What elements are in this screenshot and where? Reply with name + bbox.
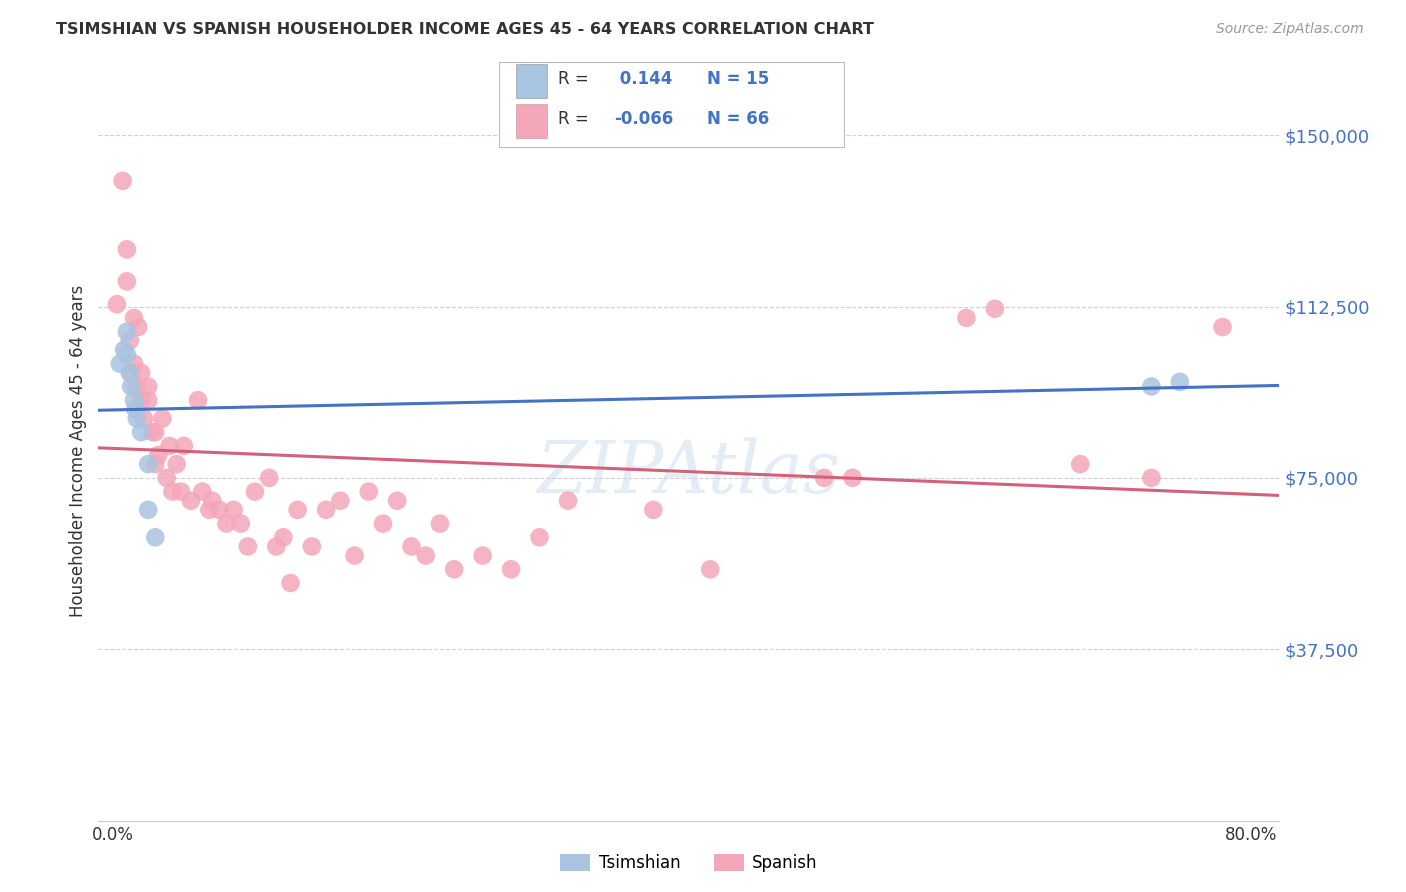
Point [180,493,202,508]
Point [208,503,231,517]
Point [112,343,135,357]
Text: 0.144: 0.144 [614,70,673,88]
Point [111,174,134,188]
Point [557,493,579,508]
Point [343,549,366,563]
Point [1212,320,1234,334]
Point [301,540,323,554]
Point [1069,457,1091,471]
Point [699,562,721,576]
Y-axis label: Householder Income Ages 45 - 64 years: Householder Income Ages 45 - 64 years [69,285,87,616]
Point [198,503,221,517]
Point [499,562,522,576]
Point [387,493,409,508]
Point [187,393,209,408]
Point [125,379,148,393]
Text: R =: R = [558,70,589,88]
Point [257,471,280,485]
Point [115,243,138,257]
Point [841,471,863,485]
Point [136,503,159,517]
Point [120,366,142,380]
Point [129,366,152,380]
Point [115,274,138,288]
Point [201,493,224,508]
Point [401,540,423,554]
Point [329,493,352,508]
Legend: Tsimshian, Spanish: Tsimshian, Spanish [554,847,824,879]
Text: TSIMSHIAN VS SPANISH HOUSEHOLDER INCOME AGES 45 - 64 YEARS CORRELATION CHART: TSIMSHIAN VS SPANISH HOUSEHOLDER INCOME … [56,22,875,37]
Point [1168,375,1191,389]
Point [984,301,1007,316]
Point [236,540,259,554]
Point [148,448,170,462]
Point [222,503,245,517]
Point [280,576,302,591]
Point [105,297,128,311]
Text: Source: ZipAtlas.com: Source: ZipAtlas.com [1216,22,1364,37]
Point [118,334,141,348]
Point [129,425,152,440]
Point [443,562,465,576]
Point [120,379,142,393]
Point [143,425,166,440]
Point [429,516,451,531]
Point [162,484,184,499]
Point [529,530,551,544]
Point [143,530,166,544]
Point [166,457,188,471]
Point [141,425,163,440]
Point [122,357,145,371]
Point [136,393,159,408]
Point [122,393,145,408]
Point [136,379,159,393]
Point [143,457,166,471]
Point [191,484,214,499]
Text: N = 15: N = 15 [707,70,769,88]
Point [108,357,131,371]
Point [955,310,977,325]
Point [125,411,148,425]
Point [127,320,149,334]
Point [152,411,174,425]
Point [471,549,494,563]
Point [118,366,141,380]
Text: N = 66: N = 66 [707,110,769,128]
Point [643,503,665,517]
Point [136,457,159,471]
Point [122,310,145,325]
Point [156,471,179,485]
Point [813,471,835,485]
Point [170,484,193,499]
Point [315,503,337,517]
Point [273,530,295,544]
Point [415,549,437,563]
Point [173,439,195,453]
Point [1140,471,1163,485]
Point [132,411,155,425]
Point [1140,379,1163,393]
Point [287,503,309,517]
Point [115,325,138,339]
Point [229,516,252,531]
Point [115,347,138,361]
Point [129,393,152,408]
Point [215,516,238,531]
Point [159,439,181,453]
Point [357,484,380,499]
Text: R =: R = [558,110,589,128]
Point [124,402,146,417]
Point [371,516,394,531]
Text: -0.066: -0.066 [614,110,673,128]
Point [243,484,266,499]
Point [266,540,288,554]
Text: ZIPAtlas: ZIPAtlas [537,437,841,508]
